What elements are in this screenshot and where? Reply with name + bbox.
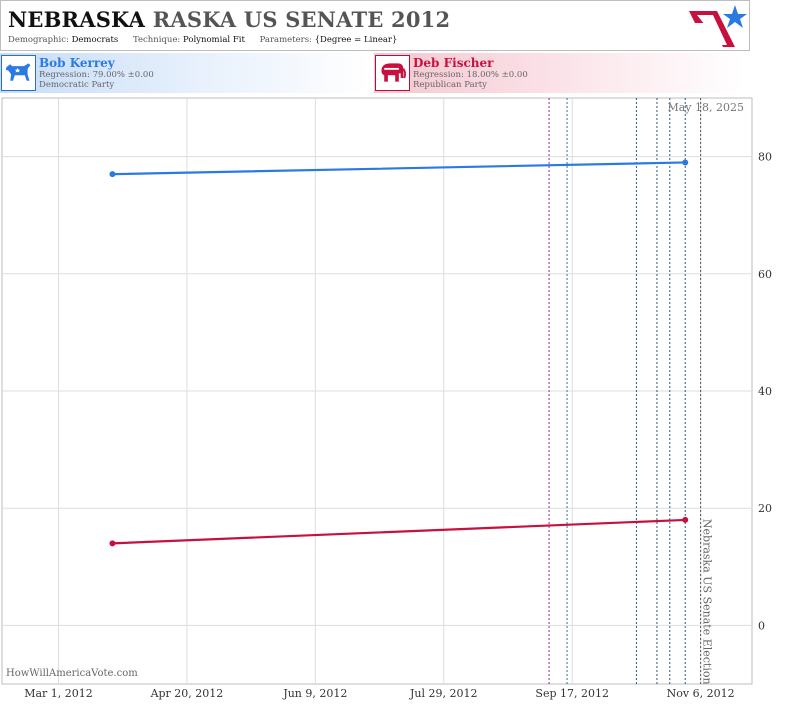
x-tick-label: Jun 9, 2012	[282, 687, 347, 700]
series-point	[109, 540, 116, 547]
elephant-icon	[375, 55, 410, 91]
candidate-party-rep: Republican Party	[413, 80, 487, 90]
meta-demographic-value: Democrats	[71, 35, 119, 45]
chart-date-label: May 18, 2025	[667, 101, 744, 114]
donkey-icon	[1, 55, 36, 91]
series-point	[682, 516, 689, 523]
watermark-text: HowWillAmericaVote.com	[6, 668, 138, 679]
title-state: NEBRASKA	[8, 7, 146, 32]
page-title: NEBRASKA RASKA US SENATE 2012	[8, 7, 450, 32]
x-tick-label: Sep 17, 2012	[535, 687, 609, 700]
series-point	[109, 171, 116, 178]
meta-demographic-key: Demographic:	[8, 35, 69, 45]
axis-labels: 0 20 40 60 80 Mar 1, 2012 Apr 20, 2012 Jun 9, 2…	[6, 101, 772, 700]
candidate-regression-dem: Regression: 79.00% ±0.00	[39, 70, 154, 80]
candidate-card-dem: Bob Kerrey Regression: 79.00% ±0.00 Demo…	[0, 53, 370, 93]
series-layer	[109, 159, 689, 547]
grid-layer	[1, 97, 753, 685]
x-tick-label: Apr 20, 2012	[150, 687, 224, 700]
x-tick-label: Mar 1, 2012	[24, 687, 93, 700]
line-chart: 0 20 40 60 80 Mar 1, 2012 Apr 20, 2012 Jun 9, 2…	[1, 97, 772, 700]
candidate-name-rep: Deb Fischer	[413, 56, 494, 70]
series-line-rep	[111, 518, 687, 545]
meta-parameters-key: Parameters:	[259, 35, 312, 45]
star-logo-icon	[689, 5, 747, 47]
title-rest: RASKA US SENATE 2012	[152, 7, 451, 32]
meta-row: Demographic: Democrats Technique: Polyno…	[8, 35, 409, 45]
chart-header: NEBRASKA RASKA US SENATE 2012 Demographi…	[0, 0, 750, 51]
x-tick-label: Jul 29, 2012	[409, 687, 478, 700]
meta-technique-value: Polynomial Fit	[182, 35, 245, 45]
candidate-regression-rep: Regression: 18.00% ±0.00	[413, 70, 528, 80]
election-label: Nebraska US Senate Election	[701, 519, 714, 685]
y-tick-label: 40	[758, 385, 772, 398]
candidate-name-dem: Bob Kerrey	[39, 56, 115, 70]
x-tick-label: Nov 6, 2012	[667, 687, 735, 700]
meta-technique-key: Technique:	[132, 35, 181, 45]
y-tick-label: 80	[758, 151, 772, 164]
y-tick-label: 20	[758, 502, 772, 515]
meta-parameters-value: {Degree = Linear}	[314, 35, 398, 45]
series-point	[682, 159, 689, 166]
y-tick-label: 0	[758, 619, 765, 632]
y-tick-label: 60	[758, 268, 772, 281]
event-lines	[548, 98, 702, 684]
candidate-party-dem: Democratic Party	[39, 80, 115, 90]
candidate-card-rep: Deb Fischer Regression: 18.00% ±0.00 Rep…	[374, 53, 744, 93]
series-line-dem	[111, 161, 687, 176]
